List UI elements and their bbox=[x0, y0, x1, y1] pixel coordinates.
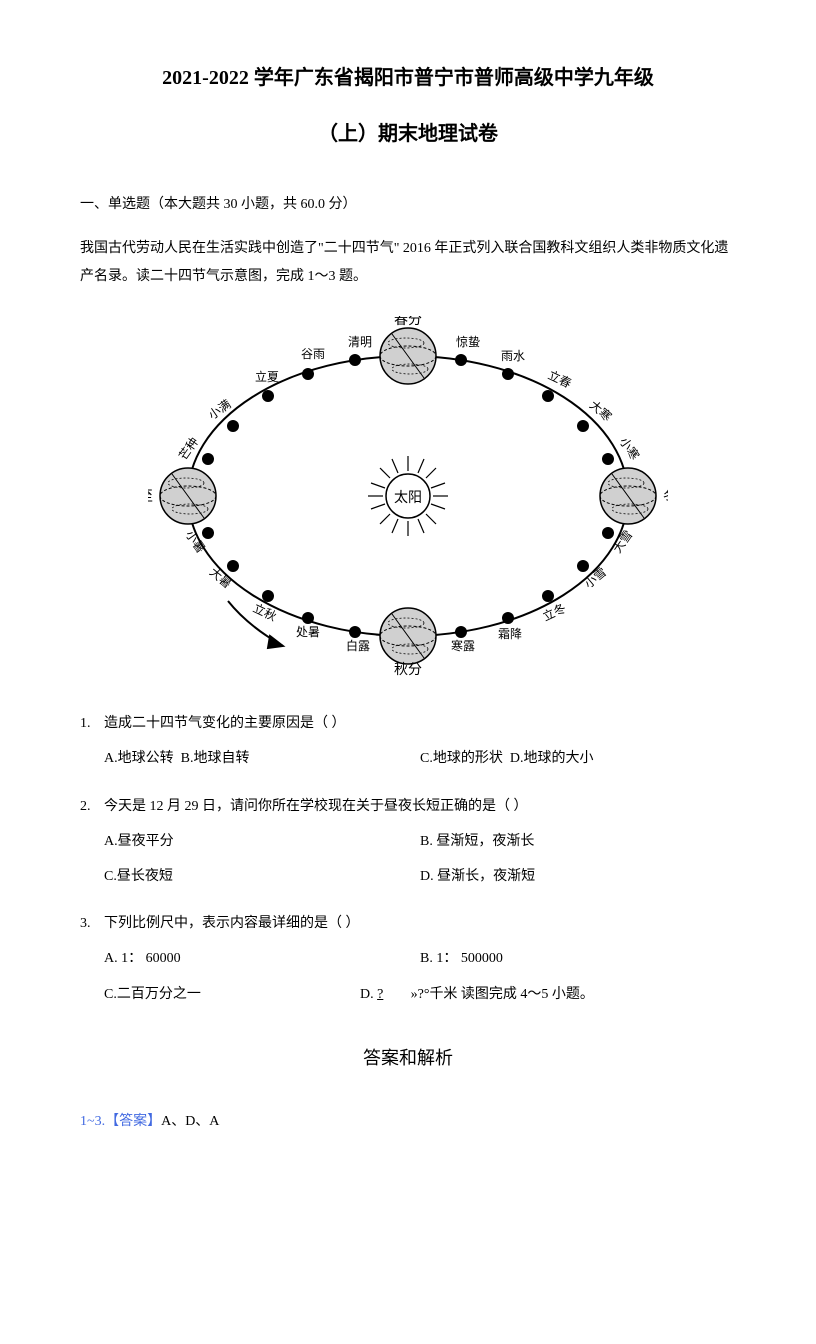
term-lr-0: 寒露 bbox=[451, 638, 475, 653]
answer-values: A、D、A bbox=[161, 1114, 219, 1129]
q2-opt-c: C.昼长夜短 bbox=[104, 864, 420, 889]
q2-opt-d: D. 昼渐长，夜渐短 bbox=[420, 864, 736, 889]
question-1: 1. 造成二十四节气变化的主要原因是（ ） A.地球公转 B.地球自转 C.地球… bbox=[80, 711, 736, 781]
q1-opt-ab: A.地球公转 B.地球自转 bbox=[104, 746, 420, 771]
diagram-svg: 太阳 bbox=[148, 316, 668, 676]
globe-left bbox=[160, 468, 216, 524]
label-right: 冬至 bbox=[663, 489, 668, 505]
term-ul-4: 芒种 bbox=[175, 434, 201, 462]
section-header: 一、单选题（本大题共 30 小题，共 60.0 分） bbox=[80, 192, 736, 217]
globe-right bbox=[600, 468, 656, 524]
q3-opt-b: B. 1： 500000 bbox=[420, 946, 736, 971]
q3-opt-d: D. ? »?°千米 读图完成 4〜5 小题。 bbox=[360, 982, 676, 1007]
q2-opt-b: B. 昼渐短，夜渐长 bbox=[420, 829, 736, 854]
globe-bottom bbox=[380, 608, 436, 664]
q1-num: 1. bbox=[80, 711, 104, 781]
label-left: 夏至 bbox=[148, 489, 153, 505]
q2-num: 2. bbox=[80, 794, 104, 900]
answer-ref: 1~3.【答案】 bbox=[80, 1114, 161, 1129]
q1-opt-cd: C.地球的形状 D.地球的大小 bbox=[420, 746, 736, 771]
question-2: 2. 今天是 12 月 29 日，请问你所在学校现在关于昼夜长短正确的是（ ） … bbox=[80, 794, 736, 900]
exam-title-line1: 2021-2022 学年广东省揭阳市普宁市普师高级中学九年级 bbox=[80, 60, 736, 96]
term-ur-1: 雨水 bbox=[501, 349, 525, 363]
answer-line: 1~3.【答案】A、D、A bbox=[80, 1109, 736, 1134]
term-ul-1: 谷雨 bbox=[301, 347, 325, 361]
globe-top bbox=[380, 328, 436, 384]
term-ur-2: 立春 bbox=[546, 367, 574, 391]
q3-num: 3. bbox=[80, 911, 104, 1017]
q2-opt-a: A.昼夜平分 bbox=[104, 829, 420, 854]
question-3: 3. 下列比例尺中，表示内容最详细的是（ ） A. 1： 60000 B. 1：… bbox=[80, 911, 736, 1017]
label-bottom: 秋分 bbox=[394, 662, 422, 676]
exam-title-line2: （上）期末地理试卷 bbox=[80, 116, 736, 152]
term-lr-1: 霜降 bbox=[498, 627, 522, 641]
term-ul-2: 立夏 bbox=[255, 369, 279, 384]
term-ll-4: 白露 bbox=[346, 638, 370, 653]
q3-opt-a: A. 1： 60000 bbox=[104, 946, 420, 971]
solar-terms-diagram: 太阳 bbox=[80, 306, 736, 686]
term-ul-3: 小满 bbox=[206, 397, 234, 422]
answer-section-title: 答案和解析 bbox=[80, 1042, 736, 1074]
term-ul-0: 清明 bbox=[348, 335, 372, 349]
intro-text: 我国古代劳动人民在生活实践中创造了"二十四节气" 2016 年正式列入联合国教科… bbox=[80, 235, 736, 291]
label-top: 春分 bbox=[394, 316, 422, 328]
q3-text: 下列比例尺中，表示内容最详细的是（ ） bbox=[104, 911, 736, 936]
term-ur-0: 惊蛰 bbox=[456, 334, 480, 349]
term-ll-2: 立秋 bbox=[251, 600, 279, 624]
sun-label: 太阳 bbox=[394, 490, 422, 506]
term-ll-3: 处暑 bbox=[296, 625, 320, 639]
q2-text: 今天是 12 月 29 日，请问你所在学校现在关于昼夜长短正确的是（ ） bbox=[104, 794, 736, 819]
q1-text: 造成二十四节气变化的主要原因是（ ） bbox=[104, 711, 736, 736]
term-ur-3: 大寒 bbox=[587, 397, 615, 424]
term-lr-2: 立冬 bbox=[540, 600, 568, 624]
sun-icon: 太阳 bbox=[368, 456, 448, 536]
